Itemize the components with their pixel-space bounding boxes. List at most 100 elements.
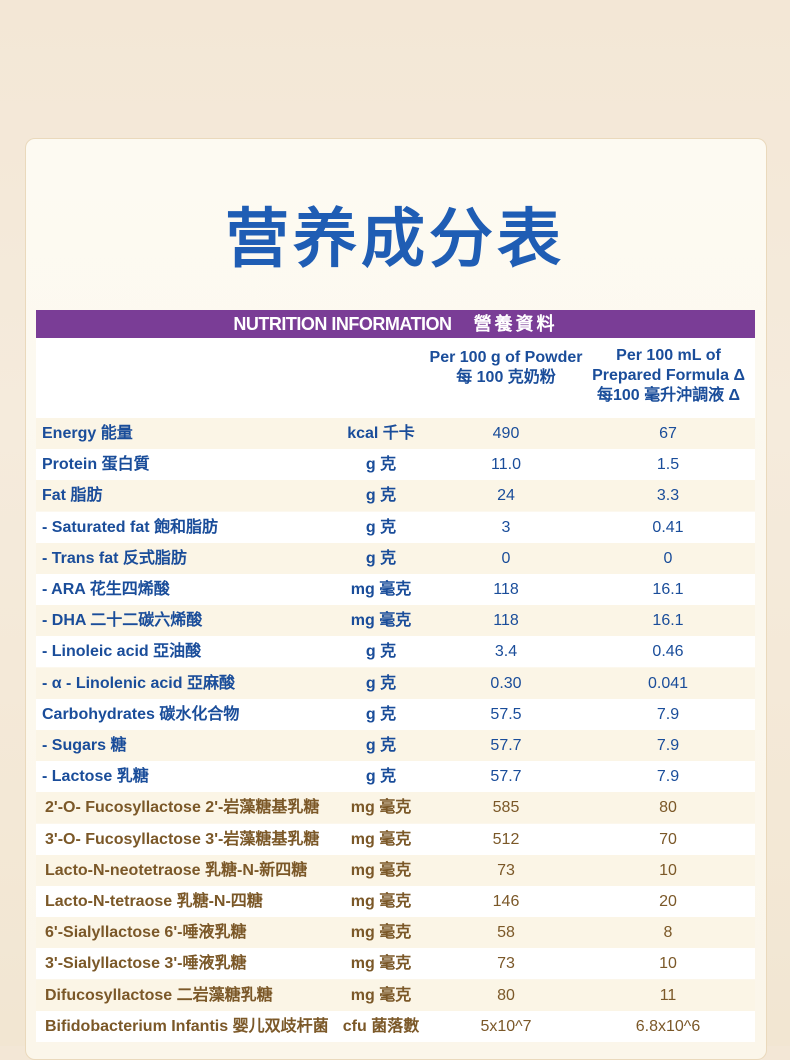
column-zh: 每 100 克奶粉 — [456, 369, 556, 386]
per-prepared: 10 — [659, 955, 677, 973]
per-prepared: 70 — [659, 830, 677, 848]
nutrient-name: Fat 脂肪 — [42, 487, 103, 505]
table-row: Carbohydrates 碳水化合物 g 克 57.5 7.9 — [36, 698, 755, 730]
column-en: Per 100 mL of Prepared Formula Δ — [592, 347, 745, 384]
per-prepared: 1.5 — [656, 456, 680, 474]
column-en: Per 100 g of Powder — [429, 349, 583, 366]
nutrient-name: - α - Linolenic acid 亞麻酸 — [42, 674, 235, 692]
table-row: Lacto-N-neotetraose 乳糖-N-新四糖 mg 毫克 73 10 — [36, 854, 755, 886]
per-powder: 11.0 — [491, 456, 521, 474]
per-prepared: 0.41 — [652, 518, 684, 536]
unit: g 克 — [365, 643, 397, 661]
nutrient-name: - Linoleic acid 亞油酸 — [42, 643, 202, 661]
unit: g 克 — [365, 487, 397, 505]
table-row: - Trans fat 反式脂肪 g 克 0 0 — [36, 542, 755, 574]
nutrient-name: - Lactose 乳糖 — [42, 768, 149, 786]
per-prepared: 0.46 — [652, 643, 684, 661]
per-prepared: 16.1 — [652, 581, 684, 598]
table-row: Fat 脂肪 g 克 24 3.3 — [36, 480, 755, 512]
per-prepared: 80 — [659, 799, 677, 817]
per-powder: 146 — [492, 893, 520, 910]
per-powder: 3.4 — [494, 643, 518, 661]
table-row: - ARA 花生四烯酸 mg 毫克 118 16.1 — [36, 574, 755, 605]
unit: g 克 — [365, 518, 397, 536]
unit: mg 毫克 — [350, 861, 412, 879]
unit: g 克 — [365, 456, 397, 474]
per-prepared: 0 — [663, 549, 673, 567]
column-header: Per 100 g of Powder 每 100 克奶粉 — [421, 348, 591, 388]
banner-en: NUTRITION INFORMATION — [233, 314, 452, 334]
unit: mg 毫克 — [350, 924, 412, 942]
table-row: 2'-O- Fucosyllactose 2'-岩藻糖基乳糖 mg 毫克 585 80 — [36, 792, 755, 824]
per-prepared: 16.1 — [652, 612, 684, 630]
table-row: 6'-Sialyllactose 6'-唾液乳糖 mg 毫克 58 8 — [36, 917, 755, 949]
nutrient-name: - DHA 二十二碳六烯酸 — [42, 612, 203, 630]
nutrient-name: - Saturated fat 飽和脂肪 — [42, 518, 219, 536]
unit: cfu 菌落數 — [342, 1017, 420, 1035]
nutrient-name: Energy 能量 — [42, 425, 133, 442]
table-row: Protein 蛋白質 g 克 11.0 1.5 — [36, 449, 755, 481]
per-powder: 118 — [493, 581, 519, 598]
table-row: 3'-Sialyllactose 3'-唾液乳糖 mg 毫克 73 10 — [36, 948, 755, 980]
table-row: - Sugars 糖 g 克 57.7 7.9 — [36, 730, 755, 761]
per-prepared: 7.9 — [656, 737, 680, 754]
unit: g 克 — [365, 705, 397, 723]
table-row: Difucosyllactose 二岩藻糖乳糖 mg 毫克 80 11 — [36, 979, 755, 1011]
nutrient-name: 6'-Sialyllactose 6'-唾液乳糖 — [45, 924, 247, 942]
nutrient-name: Lacto-N-neotetraose 乳糖-N-新四糖 — [45, 861, 308, 879]
per-prepared: 8 — [663, 924, 673, 942]
unit: mg 毫克 — [350, 612, 412, 630]
nutrient-name: 2'-O- Fucosyllactose 2'-岩藻糖基乳糖 — [45, 799, 320, 817]
per-powder: 512 — [492, 830, 520, 848]
unit: g 克 — [365, 768, 397, 786]
nutrient-name: Protein 蛋白質 — [42, 456, 150, 474]
per-prepared: 11 — [659, 986, 677, 1004]
per-powder: 0 — [501, 549, 511, 567]
nutrient-name: - Trans fat 反式脂肪 — [42, 549, 187, 567]
unit: mg 毫克 — [350, 986, 412, 1004]
per-prepared: 7.9 — [656, 768, 680, 786]
banner-zh: 營養資料 — [473, 314, 558, 334]
per-powder: 58 — [497, 924, 515, 942]
nutrient-name: Bifidobacterium Infantis 婴儿双歧杆菌 — [45, 1017, 329, 1035]
per-powder: 73 — [497, 955, 515, 973]
table-row: - DHA 二十二碳六烯酸 mg 毫克 118 16.1 — [36, 605, 755, 637]
per-prepared: 0.041 — [647, 674, 689, 692]
unit: g 克 — [365, 674, 397, 692]
table-row: Energy 能量 kcal 千卡 490 67 — [36, 418, 755, 449]
table-row: - Saturated fat 飽和脂肪 g 克 3 0.41 — [36, 511, 755, 543]
table-row: - α - Linolenic acid 亞麻酸 g 克 0.30 0.041 — [36, 667, 755, 699]
table-row: - Lactose 乳糖 g 克 57.7 7.9 — [36, 761, 755, 793]
nutrient-name: - Sugars 糖 — [42, 737, 127, 754]
per-powder: 490 — [492, 425, 520, 442]
unit: g 克 — [365, 549, 397, 567]
table-row: 3'-O- Fucosyllactose 3'-岩藻糖基乳糖 mg 毫克 512 70 — [36, 823, 755, 855]
per-powder: 5x10^7 — [480, 1017, 532, 1035]
table-row: Lacto-N-tetraose 乳糖-N-四糖 mg 毫克 146 20 — [36, 886, 755, 917]
per-powder: 3 — [501, 518, 511, 536]
per-powder: 24 — [497, 487, 515, 505]
unit: kcal 千卡 — [347, 425, 415, 442]
column-header: Per 100 mL of Prepared Formula Δ 每100 毫升沖… — [581, 346, 756, 406]
table-row: Bifidobacterium Infantis 婴儿双歧杆菌 cfu 菌落數 5x… — [36, 1010, 755, 1042]
per-powder: 57.7 — [490, 737, 522, 754]
nutrient-name: 3'-Sialyllactose 3'-唾液乳糖 — [45, 955, 247, 973]
per-prepared: 67 — [659, 425, 677, 442]
banner: NUTRITION INFORMATION 營養資料 — [36, 310, 755, 338]
nutrient-name: Difucosyllactose 二岩藻糖乳糖 — [45, 986, 273, 1004]
column-zh: 每100 毫升沖調液 Δ — [596, 387, 741, 404]
nutrient-name: - ARA 花生四烯酸 — [42, 581, 170, 598]
per-prepared: 10 — [659, 861, 677, 879]
per-prepared: 6.8x10^6 — [635, 1017, 701, 1035]
unit: mg 毫克 — [350, 830, 412, 848]
per-prepared: 20 — [659, 893, 677, 910]
per-powder: 73 — [497, 861, 515, 879]
per-powder: 585 — [492, 799, 520, 817]
unit: mg 毫克 — [350, 893, 412, 910]
table-row: - Linoleic acid 亞油酸 g 克 3.4 0.46 — [36, 636, 755, 668]
unit: mg 毫克 — [350, 799, 412, 817]
title: 营养成分表 — [225, 203, 565, 275]
nutrient-name: Carbohydrates 碳水化合物 — [42, 705, 240, 723]
per-prepared: 3.3 — [656, 487, 680, 505]
